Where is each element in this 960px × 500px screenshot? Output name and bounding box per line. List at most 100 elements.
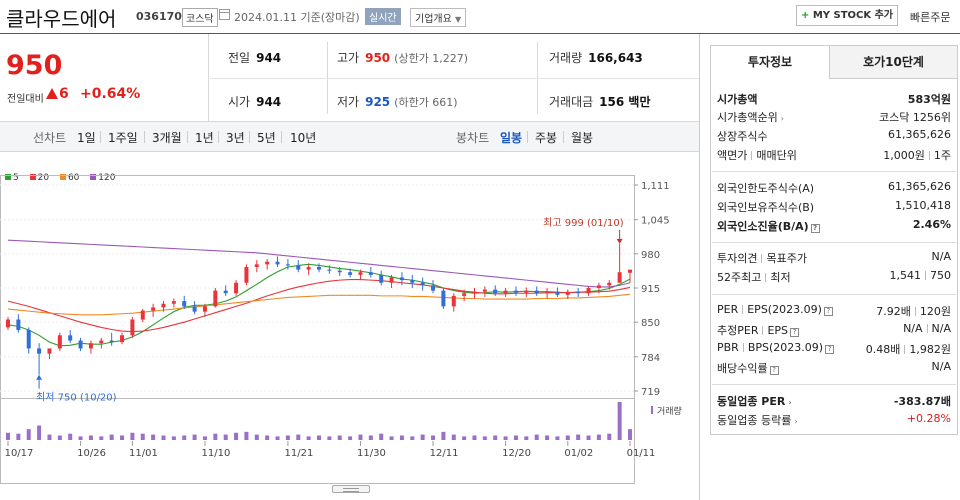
change-percent: +0.64%	[80, 86, 141, 102]
x-tick-label: 01/02	[564, 448, 593, 459]
realtime-button[interactable]: 실시간	[365, 8, 401, 25]
x-tick-label: 11/01	[129, 448, 158, 459]
candle-body	[120, 335, 125, 343]
base-date: 2024.01.11 기준(장마감)	[234, 11, 360, 24]
period-5y[interactable]: 5년	[257, 131, 276, 145]
candle-body	[16, 319, 21, 331]
volume-bar	[493, 435, 498, 440]
candle-body	[296, 265, 301, 270]
period-3m[interactable]: 3개월	[152, 131, 182, 145]
candle-body	[348, 272, 353, 275]
y-tick-label: 1,045	[641, 216, 670, 227]
candle-monthly[interactable]: 월봉	[571, 131, 594, 145]
help-icon[interactable]: ?	[769, 366, 779, 375]
volume-bar	[16, 433, 21, 440]
open-value: 944	[256, 95, 282, 109]
high-annotation: 최고 999 (01/10)	[543, 217, 624, 229]
chevron-right-icon[interactable]: ›	[794, 417, 798, 426]
volume: 거래량 166,643	[549, 49, 643, 66]
candle-body	[524, 290, 529, 293]
row-market-cap: 시가총액 583억원	[717, 91, 951, 107]
mystock-add-label: MY STOCK 추가	[812, 10, 894, 21]
candle-body	[254, 264, 259, 267]
candle-body	[493, 289, 498, 294]
market-cap-rank-label: 시가총액순위	[717, 111, 778, 124]
candle-body	[534, 290, 539, 294]
candle-body	[399, 277, 404, 281]
quick-order-link[interactable]: 빠른주문	[910, 11, 951, 24]
current-price: 950	[6, 50, 63, 81]
legend-ma5: 5	[5, 173, 19, 183]
period-1y[interactable]: 1년	[195, 131, 214, 145]
candle-body	[472, 291, 477, 294]
help-icon[interactable]: ?	[823, 307, 833, 316]
help-icon[interactable]: ?	[810, 224, 820, 233]
help-icon[interactable]: ?	[825, 345, 835, 354]
period-10y[interactable]: 10년	[290, 131, 317, 145]
est-eps-label: EPS	[767, 324, 789, 337]
tab-orderbook-10[interactable]: 호가10단계	[829, 45, 958, 79]
company-info-dropdown[interactable]: 기업개요 ▼	[410, 8, 467, 27]
candle-body	[441, 290, 446, 307]
candle-body	[37, 348, 42, 354]
mystock-add-button[interactable]: + MY STOCK 추가	[796, 5, 898, 26]
high-price: 고가 950 (상한가 1,227)	[337, 49, 468, 66]
period-3y[interactable]: 3년	[226, 131, 245, 145]
w52-high-label: 52주최고	[717, 271, 762, 284]
volume-bar	[524, 436, 529, 440]
tab-invest-info[interactable]: 투자정보	[710, 45, 830, 79]
volume-label: 거래량	[549, 51, 583, 65]
change-value: 6	[46, 86, 69, 102]
candle-body	[244, 266, 249, 283]
volume-bar	[254, 434, 259, 440]
candle-body	[607, 282, 612, 286]
trade-amount-value: 156 백만	[599, 95, 651, 109]
y-tick-label: 850	[641, 318, 660, 329]
volume-bar	[234, 432, 239, 440]
candle-body	[545, 291, 550, 294]
est-per-label: 추정PER	[717, 324, 759, 337]
candle-daily[interactable]: 일봉	[500, 131, 523, 145]
volume-legend-swatch	[651, 406, 653, 414]
info-tabs: 투자정보 호가10단계	[710, 45, 958, 79]
volume-bar	[482, 436, 487, 440]
stock-code: 036170	[136, 10, 182, 23]
candle-body	[628, 269, 632, 273]
chevron-right-icon[interactable]: ›	[780, 114, 784, 123]
candle-body	[285, 264, 290, 266]
sector-change-label: 동일업종 등락률	[717, 414, 792, 427]
volume-bar	[109, 434, 114, 440]
volume-bar	[337, 435, 342, 440]
candle-body	[576, 291, 581, 294]
foreign-hold-label: 외국인보유주식수(B)	[717, 201, 815, 214]
chart-scroll-handle[interactable]	[332, 485, 370, 493]
high-label: 고가	[337, 51, 360, 65]
foreign-hold-value: 1,510,418	[895, 199, 951, 212]
opinion-value: N/A	[931, 250, 951, 263]
period-1w[interactable]: 1주일	[108, 131, 138, 145]
period-1d[interactable]: 1일	[77, 131, 96, 145]
change-amount: 6	[59, 86, 69, 102]
stock-name: 클라우드에어	[6, 7, 117, 31]
candle-body	[99, 340, 104, 344]
sector-per-label: 동일업종 PER	[717, 395, 786, 408]
help-icon[interactable]: ?	[790, 328, 800, 337]
candle-body	[275, 261, 280, 265]
volume-bar	[265, 435, 270, 440]
opinion-label: 투자의견	[717, 252, 758, 265]
candle-weekly[interactable]: 주봉	[535, 131, 558, 145]
candle-body	[451, 295, 456, 307]
volume-bar	[182, 435, 187, 440]
volume-bar	[161, 435, 166, 440]
per-value: 7.92배	[876, 305, 911, 318]
trade-amount-label: 거래대금	[549, 95, 594, 109]
y-tick-label: 784	[641, 353, 660, 364]
candlestick-chart[interactable]: 1,111 1,045 980 915 850 784 719 최고 999 (01/10) 최…	[0, 165, 700, 500]
row-52w: 52주최고 최저 1,541 750	[717, 269, 951, 285]
candle-body	[420, 282, 425, 286]
high-arrow-icon	[616, 238, 623, 244]
ma-legend: 5 20 60 120	[5, 173, 123, 183]
prev-close-value: 944	[256, 51, 282, 65]
row-pbr: PBR BPS(2023.09)? 0.48배 1,982원	[717, 341, 951, 357]
chevron-right-icon[interactable]: ›	[788, 398, 792, 407]
